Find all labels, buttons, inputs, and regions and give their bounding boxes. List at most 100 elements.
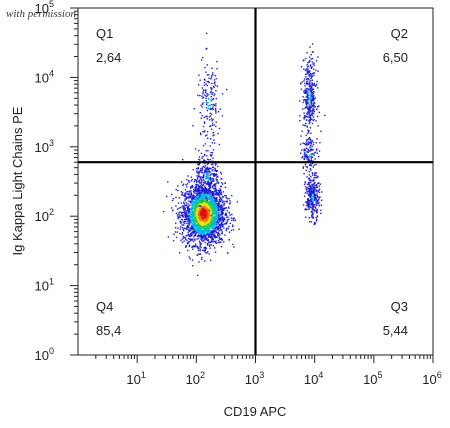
event-dot [305, 188, 307, 190]
event-dot [305, 147, 308, 150]
event-dot [306, 166, 309, 169]
event-dot [186, 239, 188, 241]
event-dot [213, 86, 215, 89]
event-dot [185, 213, 187, 216]
event-dot [307, 94, 309, 96]
event-dot [167, 236, 170, 238]
event-dot [308, 142, 310, 144]
event-dot [204, 205, 206, 208]
event-dot [318, 182, 320, 184]
event-dot [307, 116, 310, 118]
event-dot [314, 199, 316, 202]
event-dot [215, 214, 217, 216]
event-dot [307, 129, 309, 131]
event-dot [192, 240, 195, 243]
event-dot [310, 85, 312, 88]
event-dot [206, 171, 208, 173]
event-dot [315, 220, 318, 222]
event-dot [228, 206, 230, 208]
event-dot [207, 137, 209, 139]
event-dot [204, 91, 207, 94]
event-dot [178, 213, 180, 215]
event-dot [309, 60, 311, 62]
event-dot [204, 94, 206, 96]
event-dot [211, 169, 213, 172]
event-dot [191, 197, 193, 199]
event-dot [188, 209, 190, 211]
event-dot [220, 229, 222, 231]
event-dot [304, 85, 306, 87]
event-dot [303, 118, 305, 120]
event-dot [209, 176, 212, 179]
event-dot [198, 84, 200, 86]
event-dot [201, 235, 203, 237]
event-dot [302, 96, 304, 98]
event-dot [218, 206, 220, 208]
event-dot [232, 225, 234, 228]
event-dot [312, 194, 314, 196]
event-dot [314, 158, 316, 160]
event-dot [299, 100, 301, 102]
event-dot [213, 213, 215, 215]
event-dot [203, 232, 206, 234]
event-dot [222, 219, 224, 222]
event-dot [304, 152, 306, 154]
event-dot [225, 195, 227, 197]
event-dot [232, 243, 234, 246]
event-dot [306, 73, 308, 75]
event-dot [221, 115, 224, 117]
event-dot [299, 143, 302, 145]
event-dot [316, 204, 318, 207]
event-dot [213, 79, 216, 81]
event-dot [199, 212, 201, 214]
event-dot [208, 231, 211, 233]
event-dot [202, 189, 204, 191]
event-dot [205, 170, 207, 172]
event-dot [200, 176, 202, 178]
event-dot [220, 241, 222, 243]
event-dot [188, 200, 190, 202]
event-dot [217, 234, 219, 236]
event-dot [307, 78, 310, 80]
event-dot [210, 193, 212, 195]
event-dot [307, 66, 309, 68]
event-dot [192, 125, 194, 127]
event-dot [193, 192, 195, 194]
event-dot [219, 217, 221, 220]
event-dot [185, 218, 188, 221]
event-dot [211, 173, 213, 175]
event-dot [314, 173, 316, 175]
event-dot [212, 245, 215, 247]
event-dot [199, 195, 201, 198]
event-dot [220, 224, 223, 226]
event-dot [189, 194, 191, 196]
event-dot [206, 47, 208, 50]
event-dot [220, 211, 223, 213]
event-dot [223, 219, 225, 221]
event-dot [224, 234, 226, 236]
event-dot [210, 213, 212, 216]
y-tick-label: 101 [35, 277, 54, 294]
event-dot [214, 168, 217, 170]
event-dot [222, 220, 225, 223]
event-dot [232, 229, 235, 231]
event-dot [219, 189, 222, 191]
event-dot [202, 197, 205, 199]
event-dot [204, 194, 206, 197]
event-dot [313, 209, 315, 211]
event-dot [213, 230, 216, 232]
event-dot [223, 223, 225, 225]
event-dot [197, 188, 200, 191]
event-dot [216, 192, 218, 194]
event-dot [194, 207, 196, 209]
event-dot [199, 177, 202, 180]
event-dot [205, 193, 208, 195]
event-dot [212, 201, 215, 204]
event-dot [314, 196, 316, 198]
event-dot [193, 213, 195, 216]
event-dot [199, 186, 201, 188]
event-dot [311, 207, 313, 209]
event-dot [216, 227, 219, 229]
event-dot [197, 246, 199, 248]
event-dot [307, 96, 309, 99]
